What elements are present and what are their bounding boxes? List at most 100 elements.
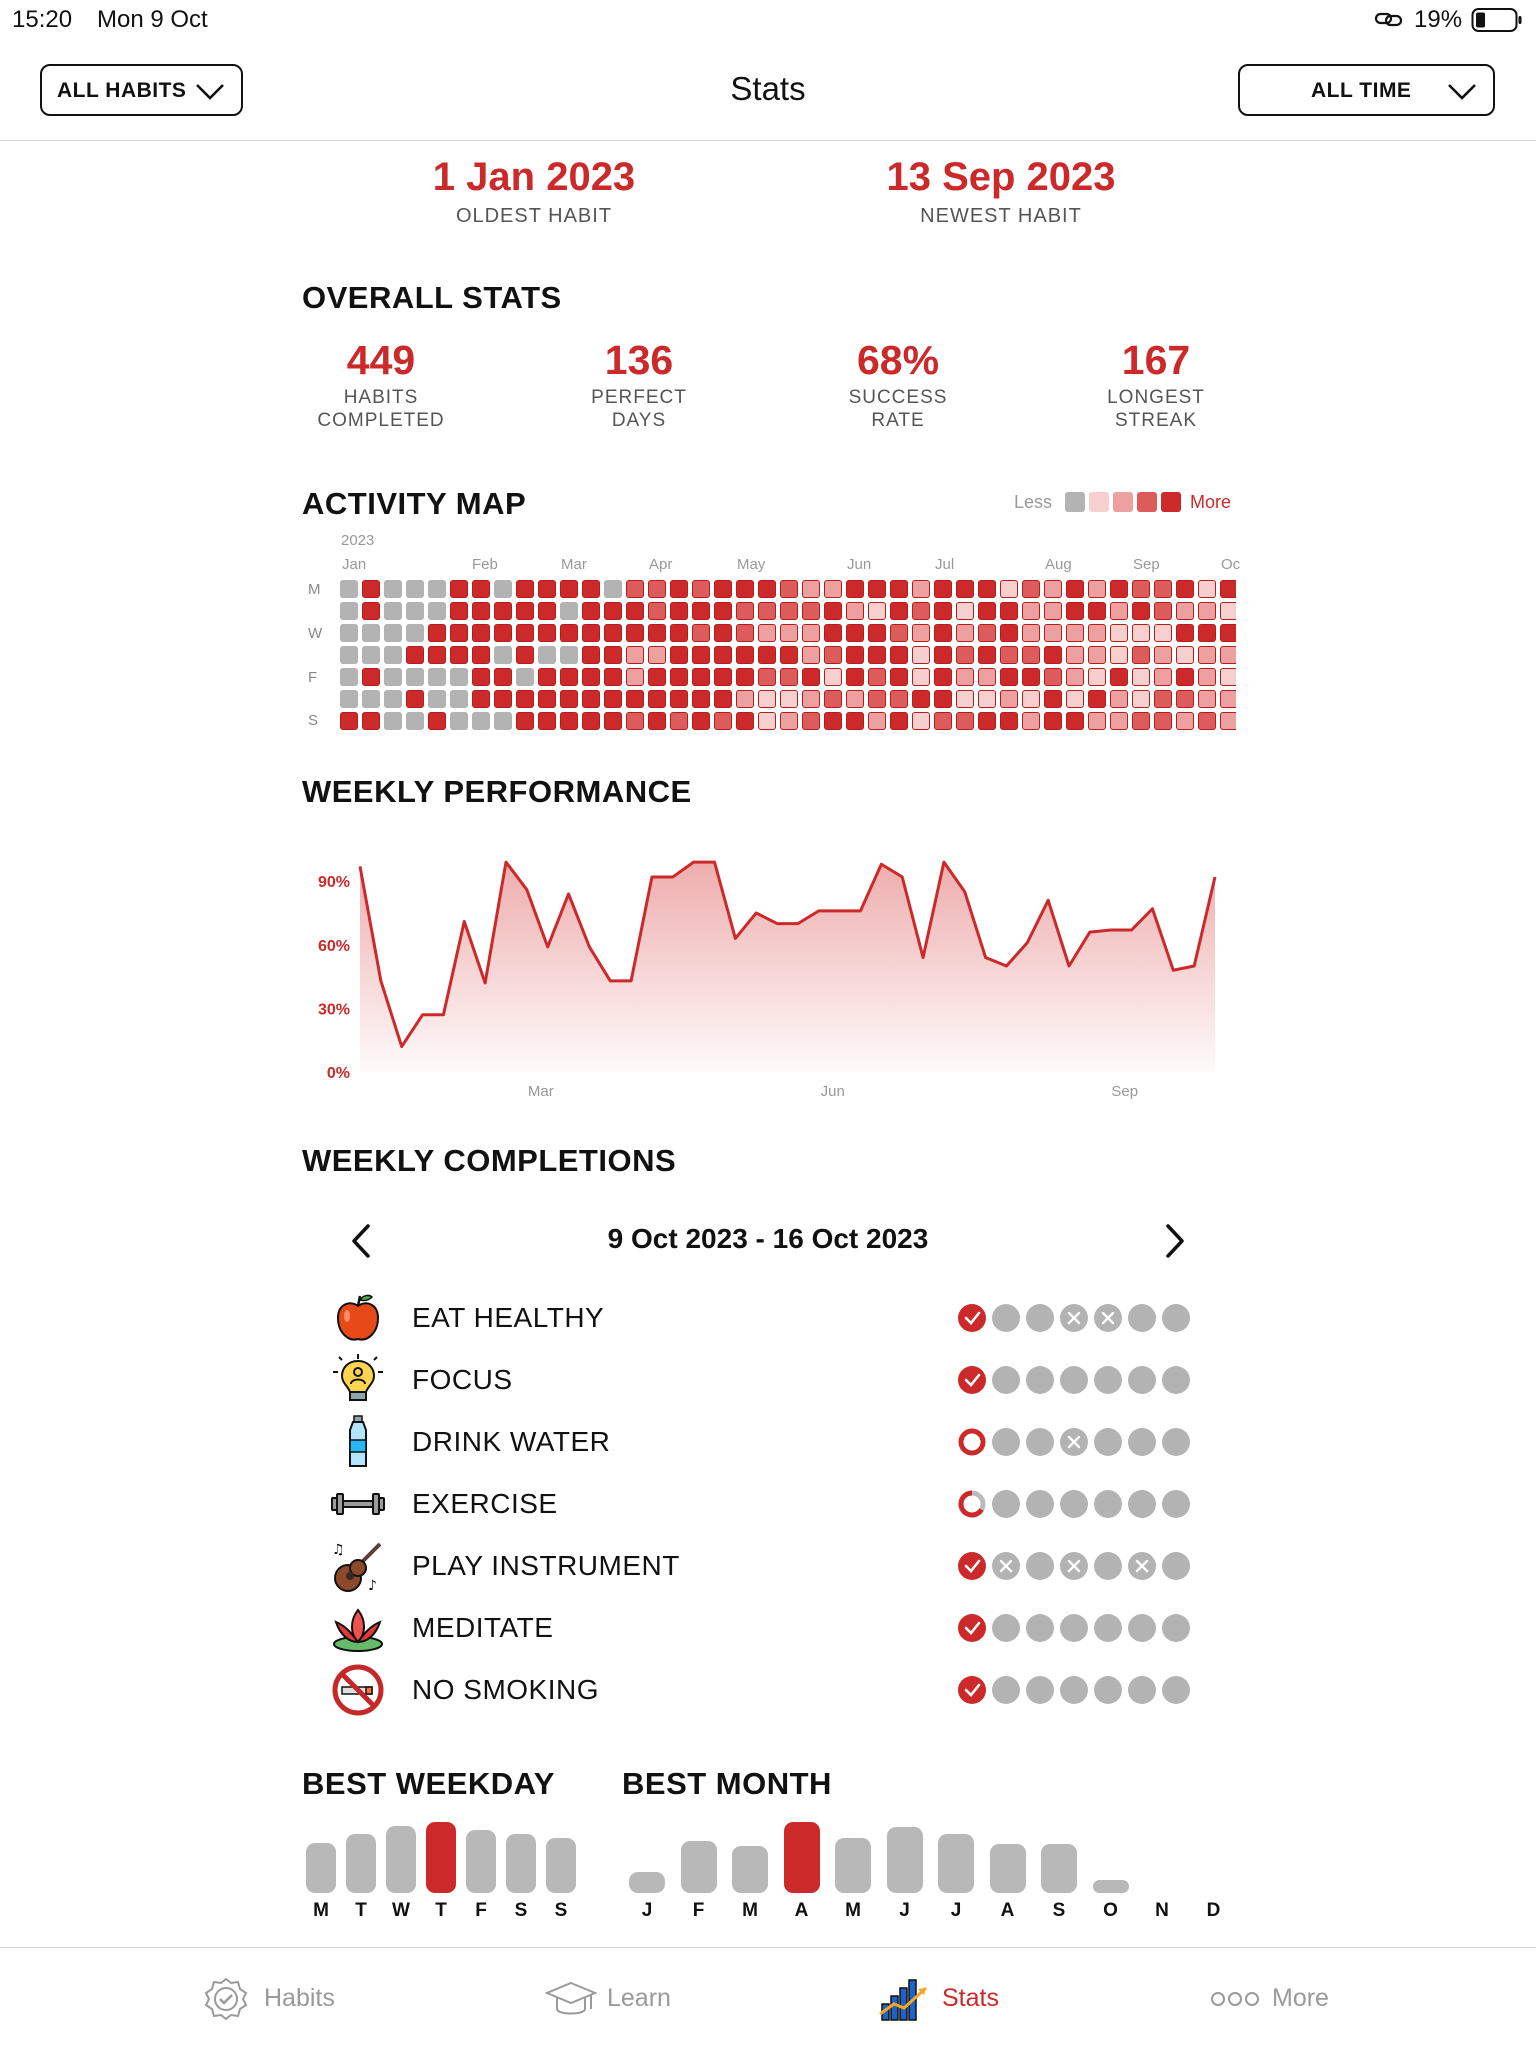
heatmap-cell — [1110, 602, 1128, 620]
tab-more[interactable]: More — [1210, 1948, 1329, 2049]
performance-line — [358, 860, 1217, 1049]
day-empty-dot — [1094, 1552, 1122, 1580]
habit-row-exercise[interactable]: EXERCISE — [330, 1476, 1200, 1536]
tab-learn[interactable]: Learn — [545, 1948, 671, 2049]
day-empty-dot — [1094, 1366, 1122, 1394]
tab-habits[interactable]: Habits — [204, 1948, 335, 2049]
heatmap-cell — [604, 580, 622, 598]
heatmap-cell — [604, 602, 622, 620]
heatmap-cell — [582, 668, 600, 686]
day-empty-dot — [992, 1490, 1020, 1518]
bar-label: J — [950, 1900, 962, 1921]
heatmap-cell — [1198, 624, 1216, 642]
heatmap-cell — [340, 668, 358, 686]
heatmap-cell — [1198, 668, 1216, 686]
habit-row-focus[interactable]: FOCUS — [330, 1352, 1200, 1412]
heatmap-cell — [648, 690, 666, 708]
heatmap-cell — [626, 580, 644, 598]
heatmap-cell — [1220, 690, 1236, 708]
habit-day-dots — [958, 1552, 1190, 1580]
heatmap-cell — [934, 624, 952, 642]
heatmap-cell — [494, 690, 512, 708]
bar-label: S — [514, 1900, 528, 1921]
heatmap-cell — [406, 712, 424, 730]
heatmap-cell — [1176, 580, 1194, 598]
heatmap-cell — [604, 646, 622, 664]
heatmap-cell — [1132, 602, 1150, 620]
heatmap-cell — [802, 624, 820, 642]
heatmap-cell — [450, 690, 468, 708]
heatmap-cell — [626, 668, 644, 686]
day-done-dot — [958, 1676, 986, 1704]
heatmap-cell — [978, 646, 996, 664]
heatmap-cell — [1066, 580, 1084, 598]
next-week-button[interactable] — [1160, 1222, 1190, 1260]
heatmap-cell — [582, 602, 600, 620]
lotus-icon — [333, 1608, 383, 1652]
checkmark-icon — [964, 1373, 981, 1387]
day-empty-dot — [992, 1304, 1020, 1332]
bar — [680, 1840, 717, 1893]
heatmap-cell — [450, 646, 468, 664]
month-label: May — [737, 556, 766, 573]
heatmap-cell — [582, 712, 600, 730]
heatmap-cell — [1022, 690, 1040, 708]
heatmap-cell — [384, 712, 402, 730]
header-divider — [0, 140, 1536, 141]
habit-row-drink-water[interactable]: DRINK WATER — [330, 1414, 1200, 1474]
time-filter-dropdown[interactable]: ALL TIME — [1238, 64, 1495, 116]
heatmap-cell — [340, 624, 358, 642]
heatmap-cell — [758, 602, 776, 620]
heatmap-cell — [956, 580, 974, 598]
heatmap-cell — [362, 712, 380, 730]
day-empty-dot — [1094, 1428, 1122, 1456]
habit-row-meditate[interactable]: MEDITATE — [330, 1600, 1200, 1660]
day-empty-dot — [1060, 1676, 1088, 1704]
heatmap-cell — [1088, 712, 1106, 730]
heatmap-cell — [670, 624, 688, 642]
weekly-completions-title: WEEKLY COMPLETIONS — [302, 1143, 677, 1178]
heatmap-cell — [978, 602, 996, 620]
heatmap-cell — [692, 602, 710, 620]
heatmap-cell — [428, 712, 446, 730]
oldest-habit-date: 1 Jan 2023 — [432, 155, 636, 199]
heatmap-cell — [868, 668, 886, 686]
bar-label: A — [1000, 1900, 1015, 1921]
previous-week-button[interactable] — [346, 1222, 376, 1260]
heatmap-cell — [560, 646, 578, 664]
habit-row-play-instrument[interactable]: ♫ ♪ PLAY INSTRUMENT — [330, 1538, 1200, 1598]
month-label: Jun — [847, 556, 872, 573]
legend-less-label: Less — [1014, 492, 1053, 512]
habit-row-no-smoking[interactable]: NO SMOKING — [330, 1662, 1200, 1722]
heatmap-cell — [934, 712, 952, 730]
heatmap-cell — [890, 580, 908, 598]
day-empty-dot — [1162, 1428, 1190, 1456]
day-done-dot — [958, 1614, 986, 1642]
heatmap-cell — [1044, 602, 1062, 620]
heatmap-cell — [1154, 712, 1172, 730]
heatmap-cell — [1088, 624, 1106, 642]
bar-label: D — [1206, 1900, 1221, 1921]
bar — [546, 1838, 576, 1893]
heatmap-cell — [626, 646, 644, 664]
heatmap-cell — [560, 712, 578, 730]
tab-stats[interactable]: Stats — [878, 1948, 999, 2049]
heatmap-cell — [428, 690, 446, 708]
day-empty-dot — [1162, 1676, 1190, 1704]
habit-row-eat-healthy[interactable]: EAT HEALTHY — [330, 1290, 1200, 1350]
heatmap-cell — [1000, 602, 1018, 620]
heatmap-cell — [912, 624, 930, 642]
bar-label: S — [1052, 1900, 1066, 1921]
bar — [426, 1821, 456, 1893]
heatmap-cell — [978, 580, 996, 598]
link-icon — [1374, 12, 1403, 27]
heatmap-cell — [1220, 602, 1236, 620]
stat-value: 167 — [1121, 337, 1191, 383]
heatmap-cell — [956, 646, 974, 664]
heatmap-cell — [582, 646, 600, 664]
heatmap-cell — [1066, 690, 1084, 708]
chevron-down-icon — [1448, 84, 1476, 100]
habits-filter-dropdown[interactable]: ALL HABITS — [40, 64, 243, 116]
heatmap-cell — [1022, 646, 1040, 664]
heatmap-cell — [868, 690, 886, 708]
